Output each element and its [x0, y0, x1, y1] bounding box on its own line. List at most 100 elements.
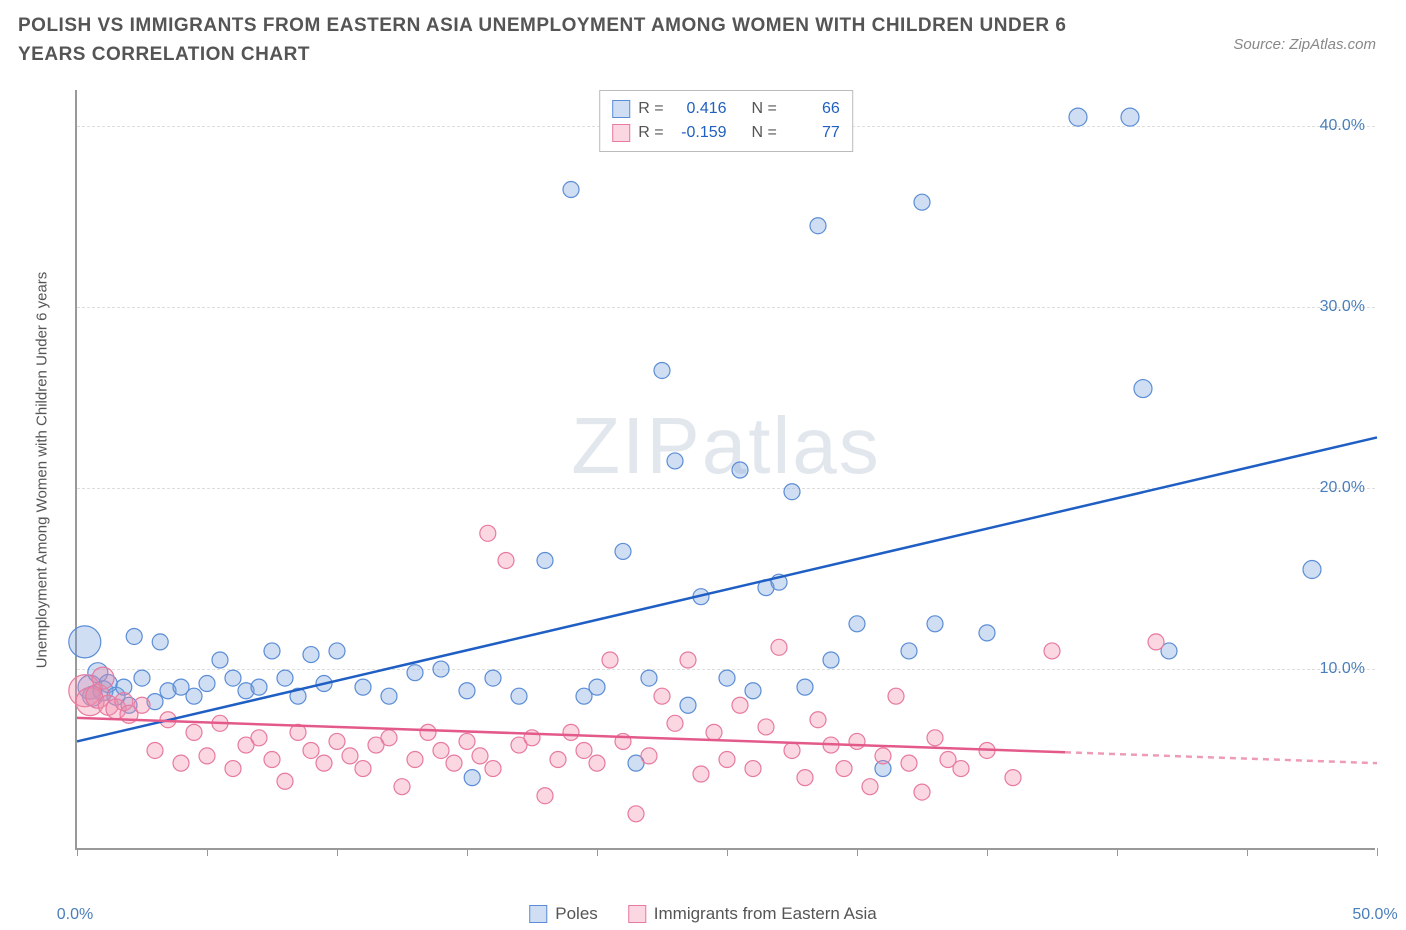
data-point — [732, 697, 748, 713]
source-attribution: Source: ZipAtlas.com — [1233, 36, 1376, 53]
data-point — [134, 697, 150, 713]
stats-legend-box: R =0.416 N =66R =-0.159 N =77 — [599, 90, 853, 152]
data-point — [407, 665, 423, 681]
y-tick-label: 30.0% — [1320, 298, 1365, 316]
data-point — [303, 647, 319, 663]
stat-n-label: N = — [751, 97, 776, 121]
data-point — [251, 679, 267, 695]
data-point — [693, 766, 709, 782]
data-point — [459, 733, 475, 749]
data-point — [126, 628, 142, 644]
data-point — [1069, 108, 1087, 126]
data-point — [771, 639, 787, 655]
data-point — [459, 683, 475, 699]
x-tick — [987, 848, 988, 856]
data-point — [862, 779, 878, 795]
data-point — [264, 752, 280, 768]
data-point — [667, 715, 683, 731]
data-point — [199, 748, 215, 764]
data-point — [914, 784, 930, 800]
data-point — [446, 755, 462, 771]
x-tick — [1117, 848, 1118, 856]
y-tick-label: 20.0% — [1320, 479, 1365, 497]
x-tick — [727, 848, 728, 856]
data-point — [654, 688, 670, 704]
plot-region: ZIPatlas R =0.416 N =66R =-0.159 N =77 1… — [75, 90, 1375, 850]
data-point — [485, 670, 501, 686]
data-point — [433, 742, 449, 758]
data-point — [1121, 108, 1139, 126]
y-axis-title: Unemployment Among Women with Children U… — [34, 272, 51, 669]
data-point — [381, 688, 397, 704]
data-point — [433, 661, 449, 677]
legend-label: Immigrants from Eastern Asia — [654, 904, 877, 924]
data-point — [381, 730, 397, 746]
data-point — [173, 755, 189, 771]
data-point — [152, 634, 168, 650]
legend-item: Poles — [529, 904, 598, 924]
trend-line — [77, 437, 1377, 741]
data-point — [355, 679, 371, 695]
data-point — [745, 683, 761, 699]
data-point — [420, 724, 436, 740]
data-point — [706, 724, 722, 740]
data-point — [524, 730, 540, 746]
data-point — [784, 742, 800, 758]
data-point — [823, 652, 839, 668]
trend-line-dashed — [1065, 752, 1377, 763]
data-point — [810, 218, 826, 234]
chart-area: Unemployment Among Women with Children U… — [50, 90, 1390, 850]
data-point — [875, 748, 891, 764]
x-tick — [1377, 848, 1378, 856]
data-point — [225, 761, 241, 777]
data-point — [719, 752, 735, 768]
data-point — [849, 616, 865, 632]
data-point — [394, 779, 410, 795]
data-point — [1044, 643, 1060, 659]
data-point — [251, 730, 267, 746]
stat-n-value: 77 — [785, 121, 840, 145]
source-prefix: Source: — [1233, 36, 1289, 53]
data-point — [537, 552, 553, 568]
data-point — [212, 652, 228, 668]
series-swatch — [612, 100, 630, 118]
data-point — [745, 761, 761, 777]
data-point — [472, 748, 488, 764]
data-point — [602, 652, 618, 668]
data-point — [927, 730, 943, 746]
source-name: ZipAtlas.com — [1289, 36, 1376, 53]
data-point — [69, 626, 101, 658]
data-point — [464, 770, 480, 786]
data-point — [329, 733, 345, 749]
x-tick — [857, 848, 858, 856]
scatter-svg — [77, 90, 1375, 848]
data-point — [225, 670, 241, 686]
data-point — [719, 670, 735, 686]
data-point — [758, 719, 774, 735]
data-point — [511, 688, 527, 704]
data-point — [654, 362, 670, 378]
bottom-legend: Poles Immigrants from Eastern Asia — [529, 904, 877, 924]
y-tick-label: 40.0% — [1320, 117, 1365, 135]
data-point — [277, 773, 293, 789]
data-point — [628, 806, 644, 822]
data-point — [342, 748, 358, 764]
data-point — [784, 484, 800, 500]
data-point — [927, 616, 943, 632]
data-point — [550, 752, 566, 768]
data-point — [810, 712, 826, 728]
data-point — [797, 770, 813, 786]
data-point — [329, 643, 345, 659]
data-point — [355, 761, 371, 777]
x-tick — [1247, 848, 1248, 856]
x-tick-label: 50.0% — [1352, 906, 1397, 924]
data-point — [199, 676, 215, 692]
data-point — [1005, 770, 1021, 786]
data-point — [186, 724, 202, 740]
data-point — [134, 670, 150, 686]
data-point — [92, 667, 114, 689]
data-point — [888, 688, 904, 704]
data-point — [641, 670, 657, 686]
data-point — [1134, 380, 1152, 398]
data-point — [1148, 634, 1164, 650]
